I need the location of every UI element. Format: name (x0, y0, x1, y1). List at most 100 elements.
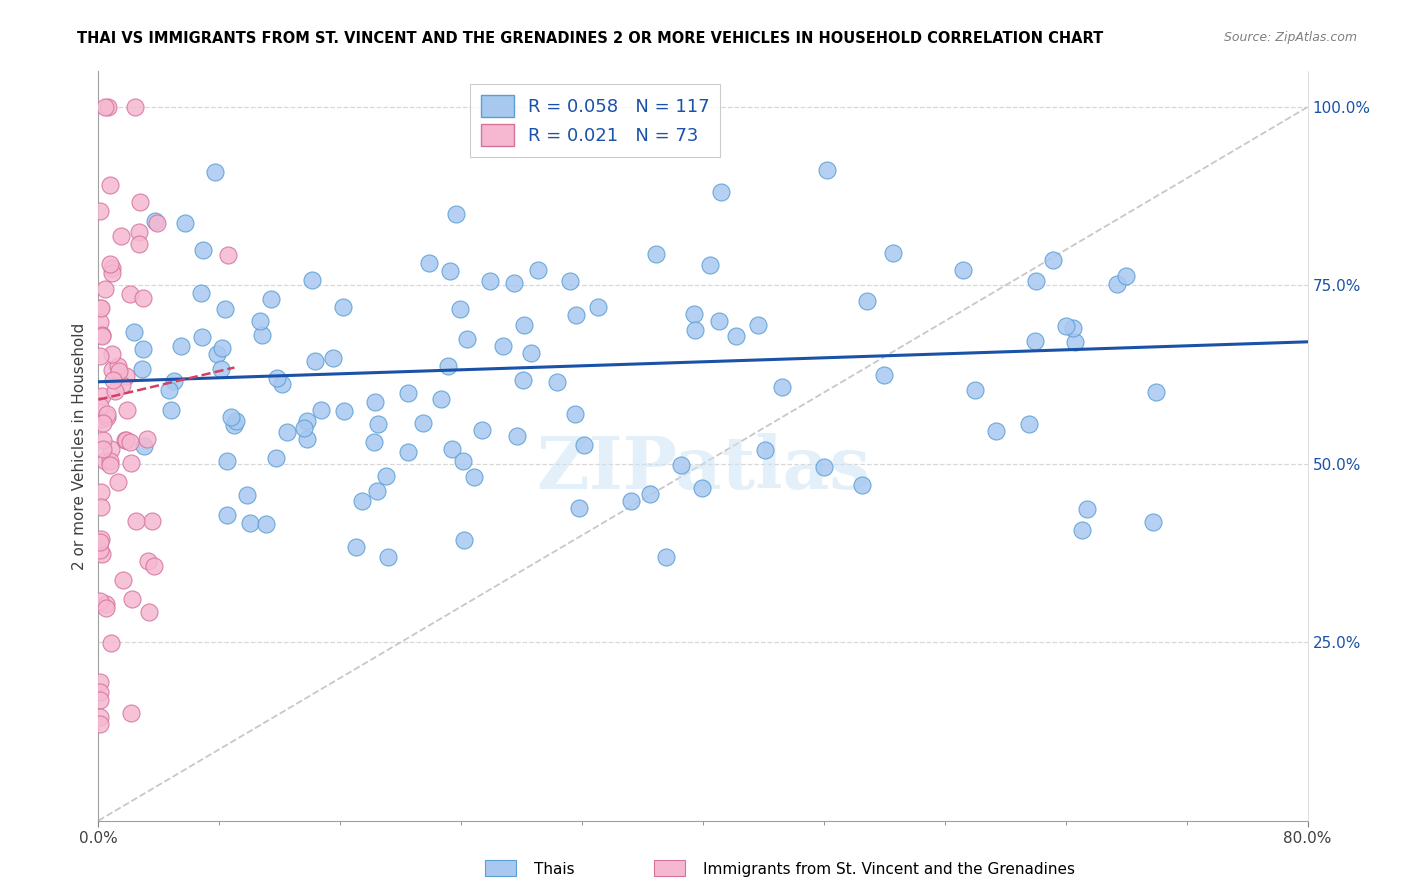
Point (224, 417, 246, 432)
Point (204, 165, 226, 179)
Point (855, 293, 877, 308)
Point (586, 300, 609, 314)
Point (100, 458, 122, 473)
Point (710, 185, 733, 199)
Point (644, 247, 666, 261)
Point (332, 300, 354, 314)
Point (114, 434, 136, 448)
Point (101, 363, 124, 377)
Point (754, 442, 776, 457)
Point (124, 100, 146, 114)
Point (97, 100, 120, 114)
Point (558, 274, 581, 288)
Text: THAI VS IMMIGRANTS FROM ST. VINCENT AND THE GRENADINES 2 OR MORE VEHICLES IN HOU: THAI VS IMMIGRANTS FROM ST. VINCENT AND … (77, 31, 1104, 46)
Point (94, 282, 117, 296)
Point (89, 675, 111, 690)
Point (669, 458, 692, 473)
Point (100, 442, 122, 456)
Point (89, 543, 111, 558)
Point (91, 416, 114, 430)
Point (309, 402, 332, 417)
Point (1071, 523, 1094, 537)
Point (89, 399, 111, 413)
Point (89, 301, 111, 316)
Point (1115, 269, 1137, 284)
Point (1144, 384, 1167, 399)
Point (350, 493, 373, 508)
Point (91, 434, 114, 448)
Point (1062, 320, 1084, 334)
Point (94, 100, 117, 114)
Point (89, 315, 111, 329)
Text: ZIPatlas: ZIPatlas (536, 433, 870, 504)
Point (235, 488, 257, 502)
Point (512, 318, 534, 333)
Point (93, 442, 115, 457)
Point (98, 178, 121, 192)
Point (503, 276, 526, 290)
Point (114, 433, 136, 447)
Point (441, 442, 464, 457)
Point (207, 346, 229, 360)
Point (94, 453, 117, 467)
Point (129, 194, 152, 209)
Point (437, 359, 460, 373)
Point (141, 514, 163, 528)
Point (104, 384, 127, 399)
Point (1076, 501, 1098, 516)
Point (91, 328, 114, 343)
Point (264, 450, 287, 465)
Point (128, 226, 150, 240)
Point (333, 404, 356, 418)
Point (568, 501, 591, 516)
Point (724, 329, 747, 343)
Y-axis label: 2 or more Vehicles in Household: 2 or more Vehicles in Household (72, 322, 87, 570)
Point (191, 329, 214, 343)
Point (444, 207, 467, 221)
Point (132, 291, 155, 305)
Point (174, 216, 197, 230)
Point (89, 693, 111, 707)
Point (89, 594, 111, 608)
Point (89, 535, 111, 549)
Point (90, 532, 112, 546)
Point (322, 351, 344, 365)
Point (211, 341, 233, 355)
Point (107, 475, 129, 489)
Point (132, 342, 155, 356)
Point (90, 389, 112, 403)
Point (770, 380, 793, 394)
Point (1064, 335, 1087, 350)
Point (135, 432, 157, 446)
Text: Thais: Thais (534, 863, 575, 877)
Point (638, 487, 661, 501)
Point (96, 407, 118, 421)
Point (90, 485, 112, 500)
Point (965, 383, 987, 397)
Point (682, 307, 704, 321)
Point (89, 349, 111, 363)
Point (270, 377, 292, 392)
Point (138, 605, 160, 619)
Point (512, 373, 534, 387)
Point (707, 313, 730, 327)
Point (851, 477, 873, 491)
Point (143, 214, 166, 228)
Point (873, 368, 896, 383)
Point (815, 162, 838, 177)
Point (297, 414, 319, 428)
Point (107, 359, 129, 373)
Point (1018, 417, 1040, 431)
Point (170, 339, 193, 353)
Point (478, 275, 501, 289)
Point (159, 402, 181, 417)
Point (225, 414, 247, 428)
Point (574, 437, 596, 451)
Point (456, 332, 478, 346)
Point (146, 216, 169, 230)
Point (1107, 277, 1129, 291)
Point (564, 309, 586, 323)
Point (89, 684, 111, 698)
Point (98, 257, 121, 271)
Point (683, 323, 706, 337)
